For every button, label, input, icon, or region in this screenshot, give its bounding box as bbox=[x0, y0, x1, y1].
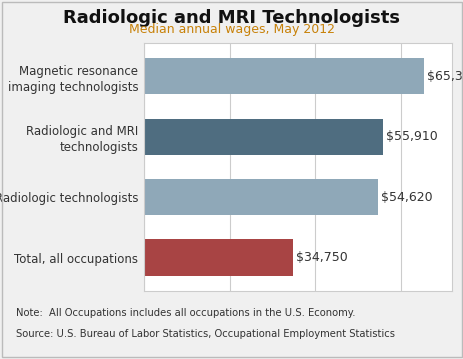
Text: $54,620: $54,620 bbox=[380, 191, 432, 204]
Text: Source: U.S. Bureau of Labor Statistics, Occupational Employment Statistics: Source: U.S. Bureau of Labor Statistics,… bbox=[16, 329, 394, 339]
Text: $55,910: $55,910 bbox=[386, 130, 437, 143]
Bar bbox=[144, 118, 382, 155]
Text: Note:  All Occupations includes all occupations in the U.S. Economy.: Note: All Occupations includes all occup… bbox=[16, 308, 355, 318]
Text: $65,360: $65,360 bbox=[426, 70, 463, 83]
Bar bbox=[144, 179, 377, 215]
Text: Median annual wages, May 2012: Median annual wages, May 2012 bbox=[129, 23, 334, 36]
Bar bbox=[144, 239, 292, 276]
Bar bbox=[144, 58, 423, 94]
Text: Radiologic and MRI Technologists: Radiologic and MRI Technologists bbox=[63, 9, 400, 27]
Text: $34,750: $34,750 bbox=[295, 251, 347, 264]
